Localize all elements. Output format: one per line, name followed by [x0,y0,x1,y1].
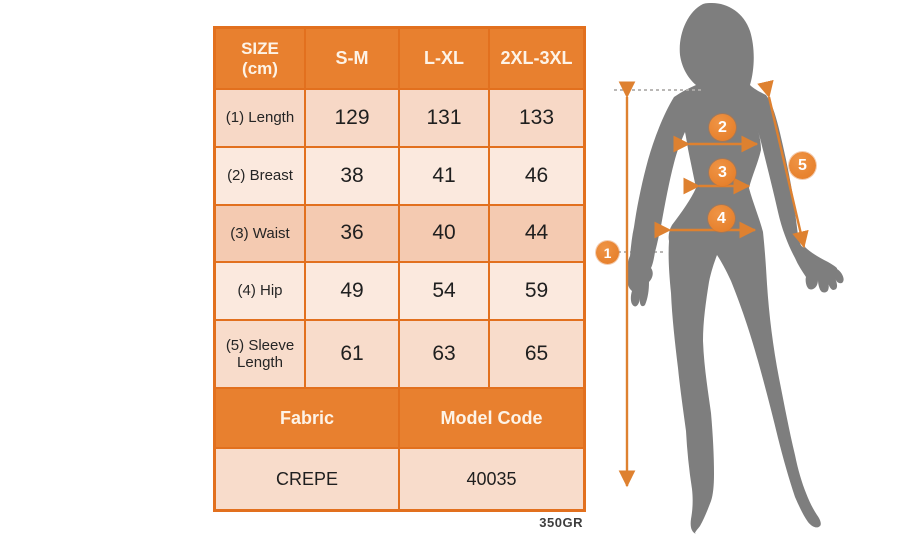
hip-sm: 49 [306,263,398,319]
size-unit-line1: SIZE [241,38,279,58]
marker-breast: 2 [709,114,736,141]
waist-sm: 36 [306,206,398,261]
fabric-value: CREPE [216,449,398,509]
weight-note: 350GR [539,515,583,530]
row-label-hip: (4) Hip [216,263,304,319]
sleeve-2xl3xl: 65 [490,321,583,387]
marker-hip: 4 [708,205,735,232]
size-unit-header: SIZE (cm) [216,29,304,88]
row-label-waist: (3) Waist [216,206,304,261]
length-lxl: 131 [400,90,488,146]
length-sm: 129 [306,90,398,146]
breast-lxl: 41 [400,148,488,204]
length-2xl3xl: 133 [490,90,583,146]
size-unit-line2: (cm) [242,58,278,78]
waist-lxl: 40 [400,206,488,261]
column-header-2xl3xl: 2XL-3XL [490,29,583,88]
sleeve-sm: 61 [306,321,398,387]
marker-length: 1 [596,241,619,264]
marker-waist: 3 [709,159,736,186]
breast-2xl3xl: 46 [490,148,583,204]
row-label-breast: (2) Breast [216,148,304,204]
hip-lxl: 54 [400,263,488,319]
column-header-sm: S-M [306,29,398,88]
woman-silhouette [626,3,844,534]
column-header-lxl: L-XL [400,29,488,88]
fabric-header: Fabric [216,389,398,447]
marker-sleeve: 5 [789,152,816,179]
size-chart-table: SIZE (cm) S-M L-XL 2XL-3XL (1) Length 12… [213,26,586,512]
measurement-figure [614,3,844,534]
breast-sm: 38 [306,148,398,204]
sleeve-arrow [757,79,809,249]
sleeve-lxl: 63 [400,321,488,387]
model-code-value: 40035 [400,449,583,509]
row-label-sleeve-length: (5) Sleeve Length [216,321,304,387]
model-code-header: Model Code [400,389,583,447]
hip-2xl3xl: 59 [490,263,583,319]
waist-2xl3xl: 44 [490,206,583,261]
row-label-length: (1) Length [216,90,304,146]
